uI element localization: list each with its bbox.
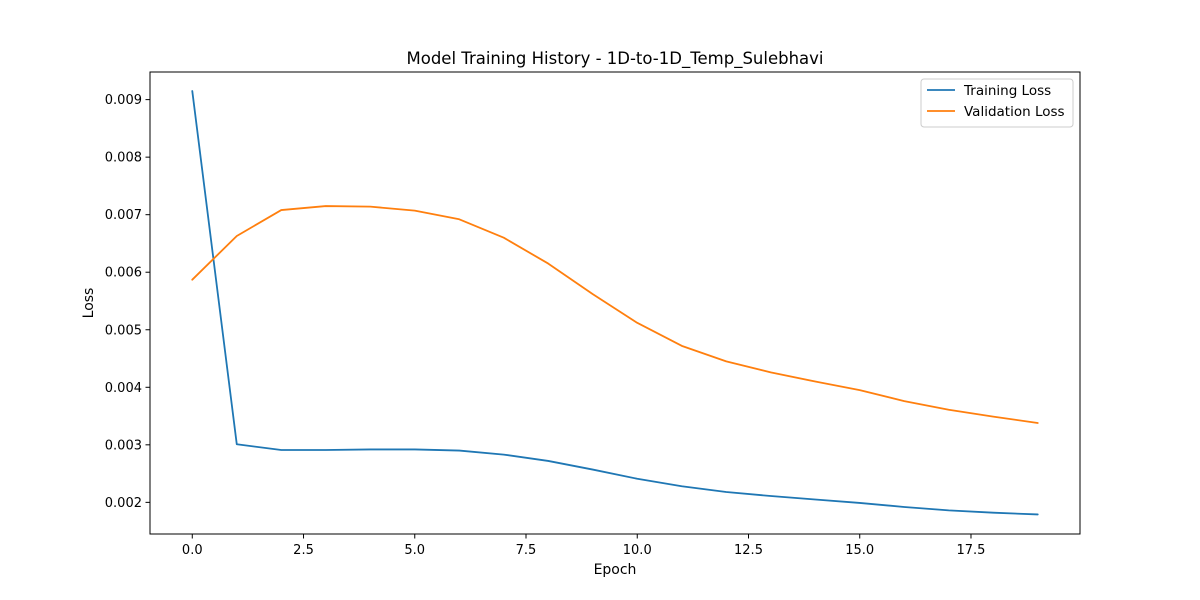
y-tick-label: 0.009 xyxy=(105,93,142,108)
x-axis-label: Epoch xyxy=(594,562,637,578)
x-tick-label: 5.0 xyxy=(404,543,425,558)
x-tick-label: 7.5 xyxy=(516,543,537,558)
x-tick-label: 17.5 xyxy=(957,543,986,558)
series-line-training-loss xyxy=(191,90,1039,516)
y-axis-label: Loss xyxy=(81,288,97,319)
x-tick-label: 0.0 xyxy=(182,543,203,558)
x-axis: 0.0 2.5 5.0 7.5 10.0 12.5 15.0 17.5 xyxy=(182,534,986,558)
chart-title: Model Training History - 1D-to-1D_Temp_S… xyxy=(407,49,824,69)
x-tick-label: 2.5 xyxy=(293,543,314,558)
x-tick-label: 10.0 xyxy=(623,543,652,558)
y-tick-label: 0.007 xyxy=(105,208,142,223)
y-tick-label: 0.005 xyxy=(105,323,142,338)
legend-label: Training Loss xyxy=(963,83,1051,99)
y-tick-label: 0.003 xyxy=(105,438,142,453)
y-tick-label: 0.004 xyxy=(105,381,142,396)
y-tick-label: 0.002 xyxy=(105,496,142,511)
plot-frame xyxy=(149,71,1081,535)
y-axis: 0.002 0.003 0.004 0.005 0.006 0.007 0.008 0.009 xyxy=(105,93,150,511)
legend-box xyxy=(920,78,1074,128)
legend-label: Validation Loss xyxy=(964,104,1065,120)
x-tick-label: 15.0 xyxy=(845,543,874,558)
y-tick-label: 0.008 xyxy=(105,151,142,166)
x-tick-label: 12.5 xyxy=(734,543,763,558)
series-line-validation-loss xyxy=(191,205,1039,424)
y-tick-label: 0.006 xyxy=(105,266,142,281)
plot-series xyxy=(191,90,1039,516)
legend: Training Loss Validation Loss xyxy=(920,78,1074,128)
